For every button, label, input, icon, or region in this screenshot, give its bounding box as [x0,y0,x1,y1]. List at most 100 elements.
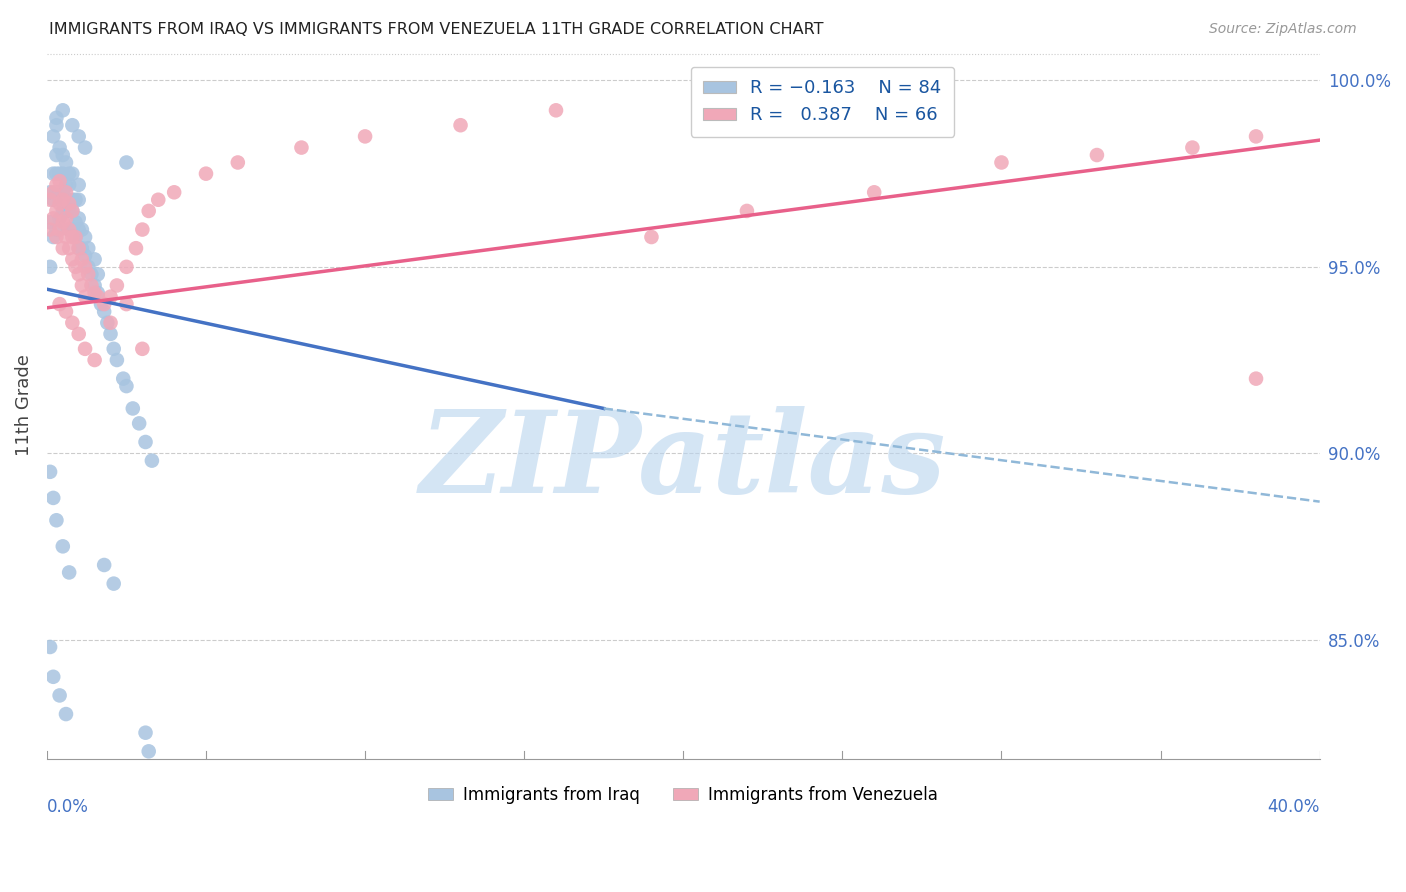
Point [1244,371,1267,385]
Point [42,491,65,505]
Point [115,379,138,393]
Point [67,211,90,226]
Point [60,118,83,132]
Point [52,203,75,218]
Point [48,222,70,236]
Point [42,129,65,144]
Point [39,222,62,236]
Point [735,203,758,218]
Point [70,241,93,255]
Point [55,186,77,200]
Point [77,241,100,255]
Point [39,465,62,479]
Point [45,203,67,218]
Point [60,316,83,330]
Point [42,230,65,244]
Point [55,304,77,318]
Point [48,186,70,200]
Text: IMMIGRANTS FROM IRAQ VS IMMIGRANTS FROM VENEZUELA 11TH GRADE CORRELATION CHART: IMMIGRANTS FROM IRAQ VS IMMIGRANTS FROM … [49,22,824,37]
Point [45,230,67,244]
Point [93,558,115,572]
Point [163,186,186,200]
Point [52,215,75,229]
Point [77,268,100,282]
Point [103,342,125,356]
Point [450,118,472,132]
Point [52,148,75,162]
Point [58,193,80,207]
Point [58,167,80,181]
Point [65,193,87,207]
Point [87,268,110,282]
Point [195,167,218,181]
Text: 0.0%: 0.0% [46,797,89,815]
Point [83,278,105,293]
Text: ZIPatlas: ZIPatlas [420,406,946,516]
Point [1085,148,1108,162]
Point [990,155,1012,169]
Point [45,178,67,192]
Point [83,353,105,368]
Point [39,260,62,274]
Point [65,260,87,274]
Point [100,316,122,330]
Point [39,186,62,200]
Point [42,193,65,207]
Point [112,371,135,385]
Point [67,326,90,341]
Point [67,178,90,192]
Point [354,129,377,144]
Point [45,111,67,125]
Point [52,167,75,181]
Point [135,725,157,739]
Point [55,230,77,244]
Point [48,140,70,154]
Point [105,353,128,368]
Point [75,249,97,263]
Point [52,186,75,200]
Point [67,222,90,236]
Point [39,215,62,229]
Point [640,230,662,244]
Point [75,290,97,304]
Point [48,297,70,311]
Point [58,241,80,255]
Point [45,167,67,181]
Point [52,103,75,118]
Point [121,401,143,416]
Point [65,215,87,229]
Point [83,252,105,267]
Point [138,203,160,218]
Point [60,203,83,218]
Point [65,230,87,244]
Point [67,268,90,282]
Point [42,670,65,684]
Point [90,297,112,311]
Point [75,342,97,356]
Point [58,222,80,236]
Y-axis label: 11th Grade: 11th Grade [15,354,32,456]
Point [75,140,97,154]
Text: 40.0%: 40.0% [1267,797,1320,815]
Point [148,193,170,207]
Point [87,285,110,300]
Point [60,203,83,218]
Point [45,148,67,162]
Point [863,186,886,200]
Point [48,196,70,211]
Point [70,222,93,236]
Point [58,203,80,218]
Point [93,304,115,318]
Point [58,196,80,211]
Point [52,540,75,554]
Point [55,155,77,169]
Point [55,211,77,226]
Point [55,707,77,722]
Point [77,260,100,274]
Point [39,193,62,207]
Point [39,640,62,654]
Point [96,316,118,330]
Point [48,211,70,226]
Point [125,241,148,255]
Point [60,252,83,267]
